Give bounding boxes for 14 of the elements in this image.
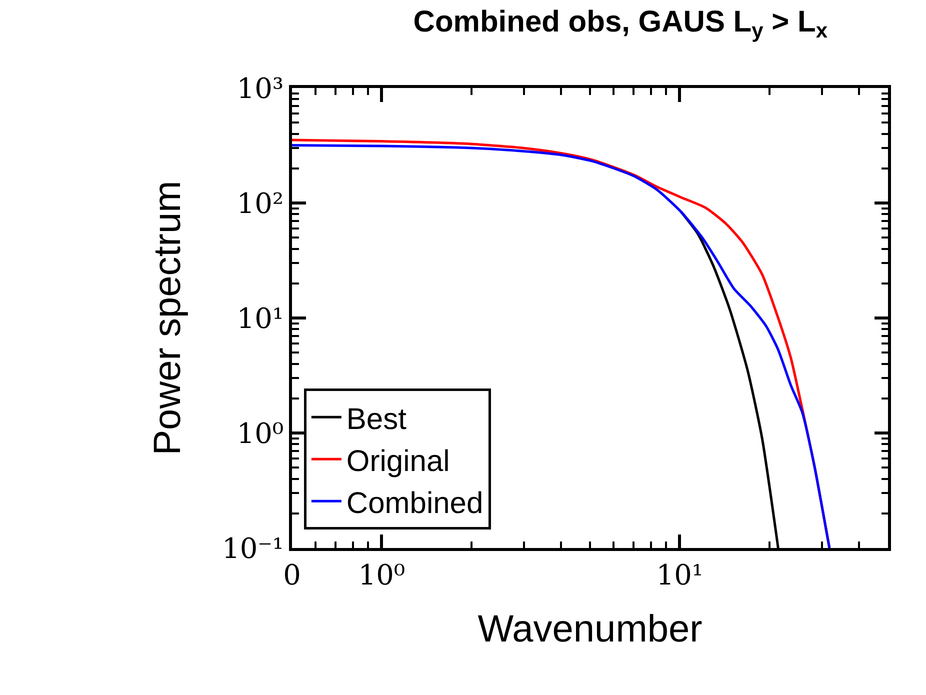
x-tick-label: 10¹ — [656, 558, 704, 592]
y-tick-label: 10⁻¹ — [222, 532, 284, 565]
y-tick-label: 10³ — [236, 72, 284, 105]
legend-label: Combined — [346, 486, 484, 520]
y-tick-label: 10¹ — [236, 302, 284, 335]
x-tick-label: 10⁰ — [358, 558, 406, 592]
legend-label: Best — [346, 402, 408, 436]
chart-title: Combined obs, GAUS L$_{y}$ > L$_{x}$ — [413, 5, 828, 43]
y-tick-label: 10⁰ — [236, 416, 284, 450]
x-axis-title: Wavenumber — [478, 608, 703, 650]
y-axis-title: Power spectrum — [147, 180, 190, 456]
y-tick-label: 10² — [236, 186, 284, 220]
x-tick-label: 0 — [283, 558, 301, 592]
legend-label: Original — [346, 444, 450, 478]
